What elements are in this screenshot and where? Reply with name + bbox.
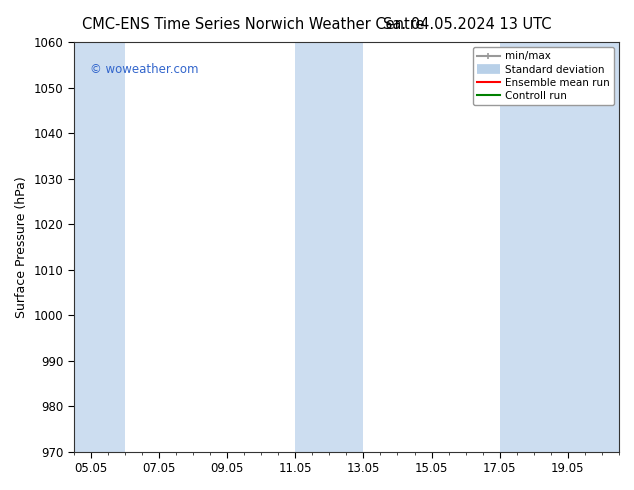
Text: Sa. 04.05.2024 13 UTC: Sa. 04.05.2024 13 UTC [383,17,552,32]
Y-axis label: Surface Pressure (hPa): Surface Pressure (hPa) [15,176,28,318]
Text: © woweather.com: © woweather.com [90,63,198,75]
Bar [500,42,619,452]
Legend: min/max, Standard deviation, Ensemble mean run, Controll run: min/max, Standard deviation, Ensemble me… [472,47,614,105]
Text: CMC-ENS Time Series Norwich Weather Centre: CMC-ENS Time Series Norwich Weather Cent… [82,17,425,32]
Bar [74,42,125,452]
Bar [295,42,363,452]
